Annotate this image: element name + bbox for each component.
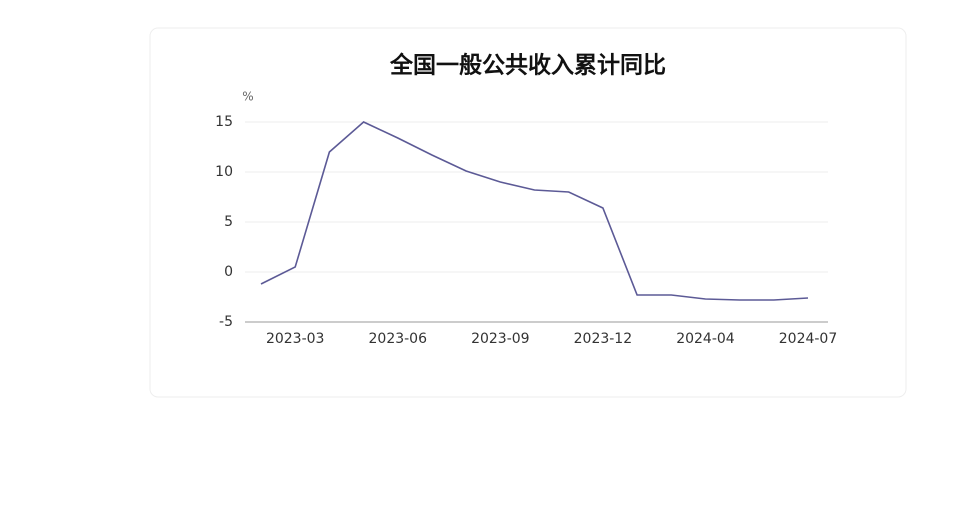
x-tick-label: 2023-12 xyxy=(574,331,633,347)
chart-title: 全国一般公共收入累计同比 xyxy=(389,52,666,79)
x-tick-label: 2023-06 xyxy=(369,331,428,347)
x-tick-label: 2023-03 xyxy=(266,331,325,347)
line xyxy=(260,121,809,301)
x-tick-label: 2023-09 xyxy=(471,331,530,347)
y-tick-label: -5 xyxy=(219,314,233,330)
x-tick-label: 2024-04 xyxy=(676,331,735,347)
card xyxy=(149,27,907,398)
y-tick-label: 0 xyxy=(224,264,233,280)
y-tick-label: 5 xyxy=(224,214,233,230)
x-tick-label: 2024-07 xyxy=(779,331,838,347)
y-tick-label: 10 xyxy=(215,164,233,180)
y-tick-label: 15 xyxy=(215,114,233,130)
y-unit: % xyxy=(242,90,253,104)
